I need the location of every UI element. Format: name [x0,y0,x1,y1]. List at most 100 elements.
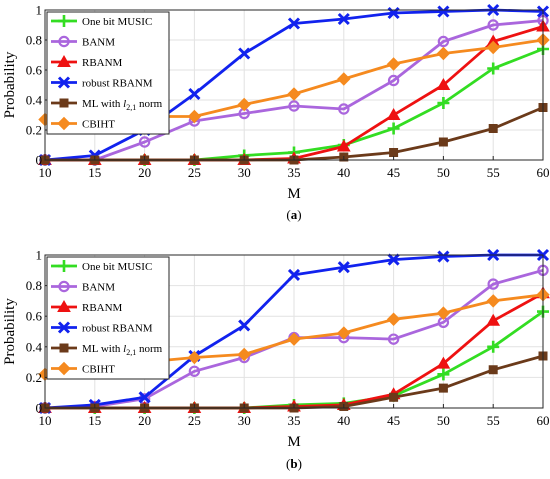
legend-marker [57,321,71,334]
x-tick-label: 45 [387,413,400,428]
legend-marker [58,260,70,272]
x-axis-label: M [287,434,300,450]
y-axis-label: Probability [2,298,18,365]
x-tick-label: 55 [487,413,500,428]
data-point [238,319,251,332]
legend-entry: RBANM [51,299,123,314]
legend-entry: One bit MUSIC [51,15,152,28]
x-tick-label: 40 [337,413,350,428]
data-point [138,391,151,404]
data-point [337,326,351,340]
data-point [336,139,351,152]
x-axis-label: M [287,186,300,202]
data-point [438,383,448,393]
x-tick-label: 15 [88,413,101,428]
y-tick-label: 0.4 [26,339,43,354]
panel-caption: (b) [286,456,302,471]
legend-label: One bit MUSIC [82,261,152,273]
legend-entry: One bit MUSIC [51,260,152,273]
data-point [437,250,450,263]
legend-entry: CBIHT [51,361,115,376]
chart-panel-b: 10 15 20 25 30 35 40 45 50 55 60 0 0.2 0.4 0.6 0.8 1 M Pro… [2,248,550,471]
data-point [387,333,400,345]
data-point [337,12,350,26]
legend-entry: BANM [51,280,115,294]
data-point [187,350,202,365]
legend-label: robust RBANM [82,323,153,335]
x-tick-label: 20 [138,413,151,428]
data-point [188,365,201,377]
data-point [486,40,500,55]
data-point [287,17,301,30]
legend-marker [57,116,71,131]
data-point [138,136,151,148]
legend: One bit MUSIC BANM RBANM robust RBANM ML wit… [46,256,170,380]
data-point [338,103,350,115]
data-point [437,35,450,48]
legend-entry: ML with l2,1 norm [51,98,163,112]
legend-entry: robust RBANM [51,76,153,90]
data-point [436,306,451,320]
y-tick-label: 0 [36,401,43,416]
data-point [436,356,451,369]
x-tick-label: 35 [288,413,301,428]
x-tick-label: 60 [537,165,550,180]
legend-entry: CBIHT [51,116,115,131]
data-point [487,278,499,290]
x-tick-label: 25 [188,165,201,180]
panel-caption: (a) [286,207,301,222]
data-point [287,87,301,101]
x-tick-label: 50 [437,413,450,428]
x-tick-label: 45 [387,165,400,180]
data-point [387,122,400,135]
y-tick-label: 0.2 [26,370,42,385]
y-axis-label: Probability [2,51,18,118]
data-point [389,148,399,157]
data-point [237,97,251,112]
x-tick-label: 10 [39,413,52,428]
legend: One bit MUSIC BANM RBANM robust RBANM ML wit… [46,11,170,135]
data-point [487,340,500,353]
x-tick-label: 20 [138,165,151,180]
legend-marker [58,15,70,27]
legend-entry: robust RBANM [51,321,153,335]
legend-label: BANM [82,37,115,49]
data-point [436,46,451,61]
data-point [438,137,448,147]
y-tick-label: 0.2 [26,123,42,138]
data-point [437,368,450,381]
x-tick-label: 50 [437,165,450,180]
legend-box [46,256,170,380]
legend-label: ML with l2,1 norm [82,343,163,357]
data-point [187,109,202,124]
data-point [488,365,498,375]
data-point [486,313,501,326]
data-point [287,268,301,281]
y-tick-label: 0 [36,153,43,168]
chart-panel-a: 10 15 20 25 30 35 40 45 50 55 60 0 0.2 0.4 0.6 0.8 1 M Pro… [2,3,550,222]
legend-label: CBIHT [82,119,115,131]
y-tick-label: 0.8 [26,33,42,48]
data-point [238,47,251,60]
data-point [389,392,399,402]
data-point [288,100,300,112]
data-point [337,72,351,86]
legend-marker [58,280,70,293]
legend-label: BANM [82,282,115,294]
y-tick-label: 1 [36,248,43,263]
x-tick-label: 30 [238,165,251,180]
x-tick-label: 55 [487,165,500,180]
y-tick-label: 0.6 [26,309,43,324]
data-point [386,107,401,120]
data-point [386,57,401,71]
x-tick-label: 60 [537,413,550,428]
legend-label: RBANM [82,302,123,314]
legend-label: robust RBANM [82,78,153,90]
legend-entry: BANM [51,35,115,49]
data-point [488,124,498,133]
data-point [386,312,401,326]
x-tick-label: 15 [88,165,101,180]
legend-entry: ML with l2,1 norm [51,343,163,357]
legend-marker [57,361,71,376]
